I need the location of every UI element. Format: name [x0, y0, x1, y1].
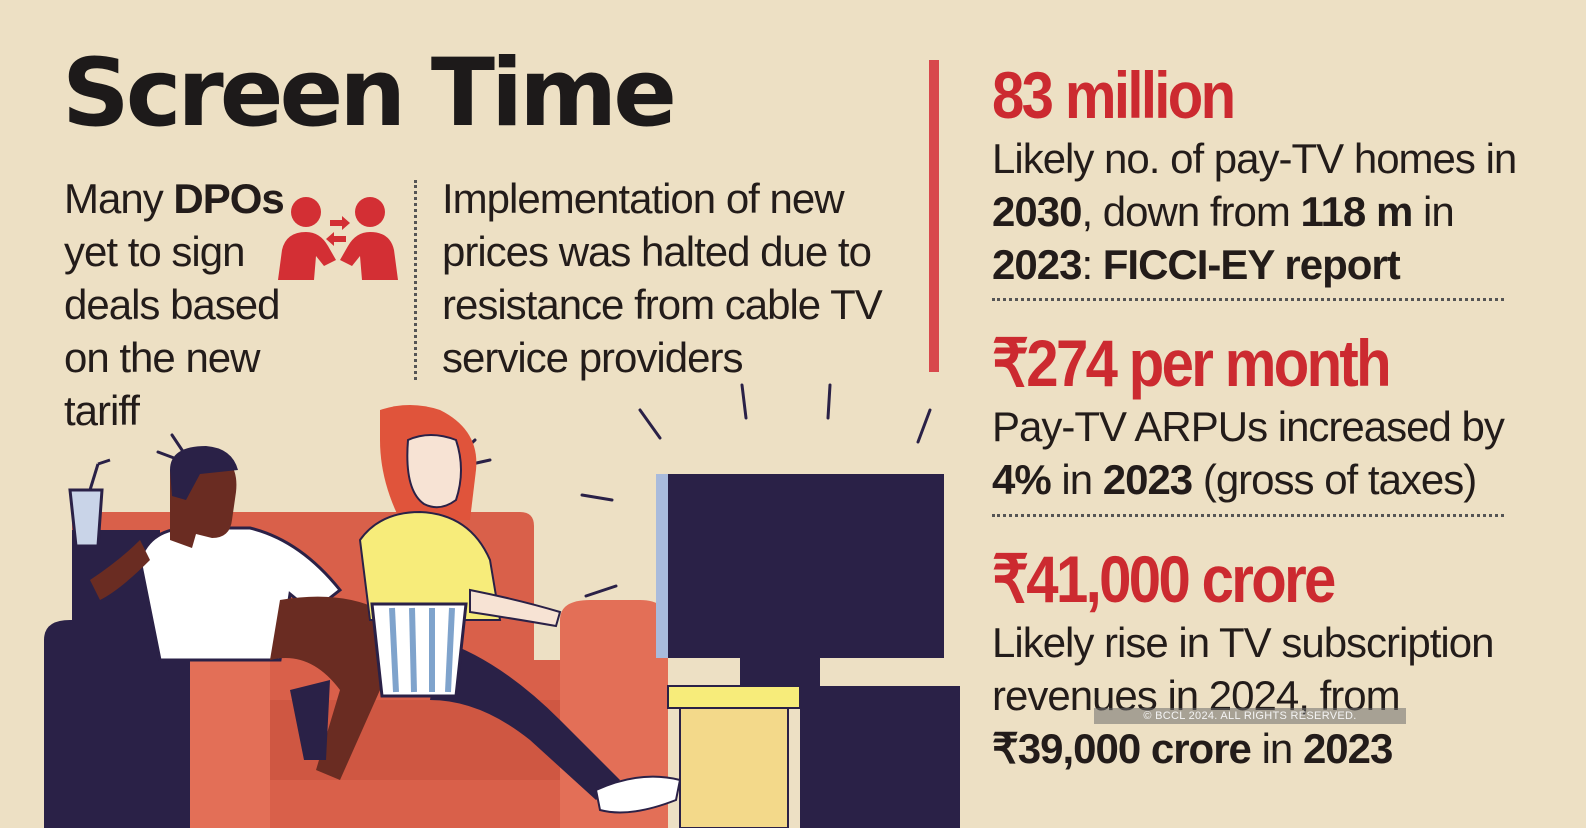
man-shoe — [290, 680, 330, 760]
stat-divider — [992, 298, 1504, 301]
stat-subscription-revenue: ₹41,000 crore Likely rise in TV subscrip… — [992, 546, 1552, 775]
stat-pay-tv-homes: 83 million Likely no. of pay-TV homes in… — [992, 62, 1552, 291]
stat-description: Likely no. of pay-TV homes in 2030, down… — [992, 132, 1552, 291]
man-arm — [90, 540, 150, 600]
man-hair — [170, 446, 238, 500]
woman-shoe — [594, 775, 682, 814]
woman-shirt — [358, 510, 502, 621]
dpo-note-post: yet to sign deals based on the new tarif… — [64, 228, 281, 434]
stat-desc-part: Likely no. of pay-TV homes in — [992, 135, 1517, 182]
stat-desc-part: 2023 — [1102, 456, 1193, 503]
man-shirt — [138, 526, 343, 662]
side-table-body — [679, 707, 789, 828]
stat-description: Likely rise in TV subscription revenues … — [992, 616, 1552, 775]
sofa-left-arm — [190, 612, 270, 828]
stat-desc-part: 2030 — [992, 188, 1082, 235]
stat-divider — [992, 514, 1504, 517]
dpo-note-pre: Many — [64, 175, 174, 222]
stat-desc-part: Pay-TV ARPUs increased by — [992, 403, 1505, 450]
tv-screen — [656, 474, 944, 658]
couple-watching-tv-illustration — [44, 383, 960, 828]
copyright-notice: © BCCL 2024. ALL RIGHTS RESERVED. — [1094, 708, 1406, 724]
woman-legs — [430, 640, 620, 800]
sofa-left-arm-shadow — [44, 620, 200, 828]
stat-desc-part: (gross of taxes) — [1192, 456, 1477, 503]
column-divider — [414, 180, 417, 380]
tv-cabinet — [800, 686, 960, 828]
tv-stand — [740, 658, 820, 688]
side-table-top — [667, 685, 801, 709]
stat-desc-part: 4% — [992, 456, 1052, 503]
accent-bar — [929, 60, 939, 372]
woman-arm — [469, 588, 562, 628]
stat-desc-part: 2023 — [992, 241, 1082, 288]
stat-figure: ₹274 per month — [992, 326, 1392, 400]
stat-desc-part: Likely rise in TV subscription revenues … — [992, 619, 1494, 719]
stat-desc-part: in — [1250, 725, 1303, 772]
woman-face — [406, 434, 462, 509]
page-title: Screen Time — [62, 39, 677, 148]
stat-figure: 83 million — [992, 58, 1236, 132]
stat-figure: ₹41,000 crore — [992, 542, 1336, 616]
stat-desc-part: in — [1412, 188, 1455, 235]
tv-edge — [656, 474, 668, 658]
stat-desc-part: in — [1050, 456, 1103, 503]
stat-desc-part: 2023 — [1302, 725, 1393, 772]
dpo-note: Many DPOs yet to sign deals based on the… — [64, 172, 285, 437]
stat-description: Pay-TV ARPUs increased by 4% in 2023 (gr… — [992, 400, 1552, 506]
stat-desc-part: , down from — [1081, 188, 1301, 235]
stat-desc-part: ₹39,000 crore — [992, 725, 1252, 772]
popcorn-stripes — [389, 607, 455, 693]
implementation-note: Implementation of new prices was halted … — [442, 175, 883, 381]
dpo-note-bold: DPOs — [173, 175, 284, 222]
man-legs — [270, 596, 400, 780]
stat-desc-part: 118 m — [1300, 188, 1414, 235]
drink-cup — [68, 488, 104, 548]
stat-desc-part: FICCI-EY report — [1102, 241, 1401, 288]
people-exchange-icon — [278, 197, 398, 280]
stat-arpu: ₹274 per month Pay-TV ARPUs increased by… — [992, 330, 1552, 506]
stat-desc-part: : — [1081, 241, 1103, 288]
